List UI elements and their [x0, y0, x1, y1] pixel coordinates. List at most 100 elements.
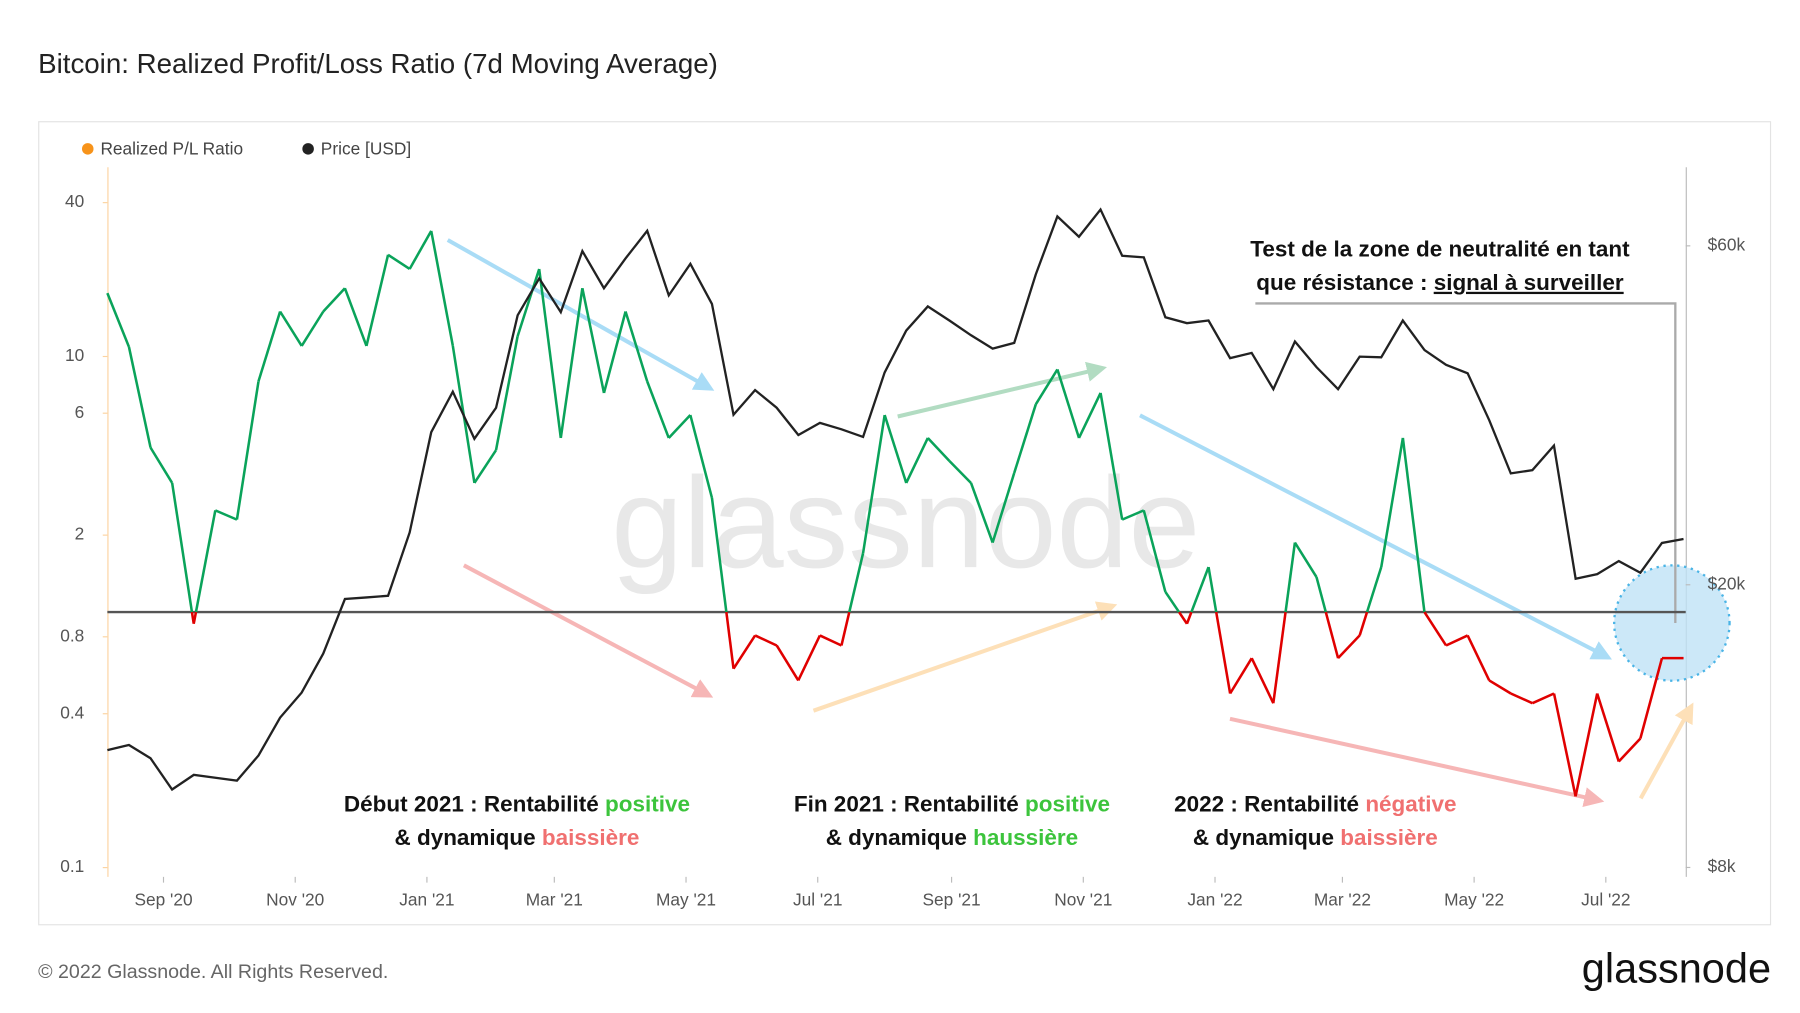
legend-marker: [302, 143, 314, 155]
ratio-segment: [279, 310, 303, 347]
ratio-segment: [1401, 437, 1426, 613]
legend-label: Price [USD]: [321, 139, 411, 159]
ratio-segment: [1531, 692, 1555, 705]
price-line: [107, 207, 1684, 792]
annotation-part: que résistance :: [1256, 270, 1433, 295]
ratio-segment: [1250, 657, 1275, 704]
ratio-segment: [1488, 679, 1512, 695]
ratio-segment: [710, 497, 728, 613]
ratio-segment: [1466, 634, 1491, 681]
ratio-segment: [1639, 657, 1664, 739]
annotation: & dynamique haussière: [826, 825, 1078, 850]
annotation-part: baissière: [542, 825, 640, 850]
ratio-segment: [1337, 634, 1361, 660]
ratio-segment: [602, 311, 627, 394]
ratio-segment: [991, 472, 1016, 543]
x-tick-label: Jan '21: [399, 890, 454, 910]
ratio-segment: [1595, 693, 1620, 762]
ratio-segment: [1445, 634, 1469, 647]
ratio-segment: [494, 336, 519, 451]
ratio-segment: [365, 254, 390, 347]
ratio-segment: [1272, 611, 1287, 704]
ratio-segment: [1034, 368, 1059, 405]
ratio-segment: [861, 414, 886, 554]
ratio-segment: [848, 552, 865, 613]
annotation-part: Début 2021 : Rentabilité: [344, 791, 605, 816]
ratio-segment: [214, 509, 238, 521]
annotation-part: & dynamique: [1193, 825, 1340, 850]
ratio-segment: [1077, 392, 1102, 439]
annotation: Test de la zone de neutralité en tant: [1250, 236, 1630, 261]
ratio-segment: [775, 644, 800, 682]
ratio-segment: [1574, 693, 1599, 797]
annotation: & dynamique baissière: [394, 825, 639, 850]
ratio-segment: [408, 230, 433, 270]
plot-area: [106, 207, 1686, 797]
ratio-segment: [840, 611, 851, 646]
ratio-segment: [473, 449, 498, 484]
ratio-segment: [1324, 611, 1340, 659]
highlight-circle: [1613, 564, 1731, 682]
x-tick-label: Jul '21: [793, 890, 842, 910]
x-tick-label: Jan '22: [1187, 890, 1242, 910]
ratio-segment: [926, 437, 951, 462]
arrow: [812, 601, 1118, 713]
annotation-part: & dynamique: [394, 825, 541, 850]
ratio-segment: [343, 287, 368, 347]
arrow: [1139, 413, 1612, 660]
ratio-segment: [1423, 611, 1448, 647]
x-tick-label: Mar '22: [1314, 890, 1371, 910]
arrow: [462, 563, 714, 698]
ratio-segment: [170, 482, 194, 613]
ratio-segment: [149, 446, 174, 484]
annotation: Fin 2021 : Rentabilité positive: [794, 791, 1110, 816]
y-tick-label: 0.4: [60, 702, 84, 722]
y-tick-label: 10: [65, 345, 84, 365]
ratio-segment: [1229, 657, 1253, 695]
annotation-part: négative: [1365, 791, 1456, 816]
ratio-segment: [194, 510, 217, 613]
ratio-segment: [1121, 509, 1145, 521]
x-tick-label: Sep '20: [134, 890, 192, 910]
ratio-segment: [1552, 693, 1577, 797]
y-tick-label: 6: [75, 402, 85, 422]
ratio-segment: [1164, 591, 1181, 613]
x-tick-label: Nov '20: [266, 890, 324, 910]
ratio-segment: [725, 611, 735, 669]
ratio-segment: [1617, 737, 1642, 763]
arrow: [1638, 702, 1694, 800]
annotation-part: & dynamique: [826, 825, 973, 850]
x-tick-label: Nov '21: [1054, 890, 1112, 910]
ratio-segment: [883, 414, 908, 484]
ratio-segment: [1142, 510, 1167, 593]
x-tick-label: Jul '22: [1581, 890, 1630, 910]
ratio-segment: [1214, 611, 1232, 694]
y-tick-label: 0.1: [60, 856, 84, 876]
legend-marker: [81, 143, 94, 155]
ratio-segment: [819, 634, 843, 647]
ratio-segment: [429, 230, 455, 347]
ratio-segment: [516, 268, 541, 337]
y-tick-label: 40: [65, 191, 84, 211]
ratio-segment: [1358, 611, 1369, 636]
ratio-segment: [127, 346, 152, 448]
ratio-segment: [667, 414, 692, 439]
annotation-part: positive: [1025, 791, 1110, 816]
ratio-segment: [689, 414, 714, 499]
ratio-segment: [1177, 611, 1188, 625]
legend-label: Realized P/L Ratio: [100, 139, 243, 159]
ratio-segment: [624, 311, 649, 382]
arrow: [897, 361, 1107, 419]
x-tick-label: May '21: [656, 890, 716, 910]
ratio-segment: [948, 460, 972, 484]
y2-tick-label: $8k: [1708, 856, 1736, 876]
chart-title: Bitcoin: Realized Profit/Loss Ratio (7d …: [38, 48, 718, 79]
annotation-part: baissière: [1340, 825, 1438, 850]
ratio-segment: [1013, 403, 1038, 474]
ratio-segment: [1365, 566, 1383, 613]
ratio-segment: [537, 268, 563, 439]
ratio-segment: [645, 380, 670, 439]
x-tick-label: May '22: [1444, 890, 1504, 910]
ratio-segment: [192, 611, 198, 624]
